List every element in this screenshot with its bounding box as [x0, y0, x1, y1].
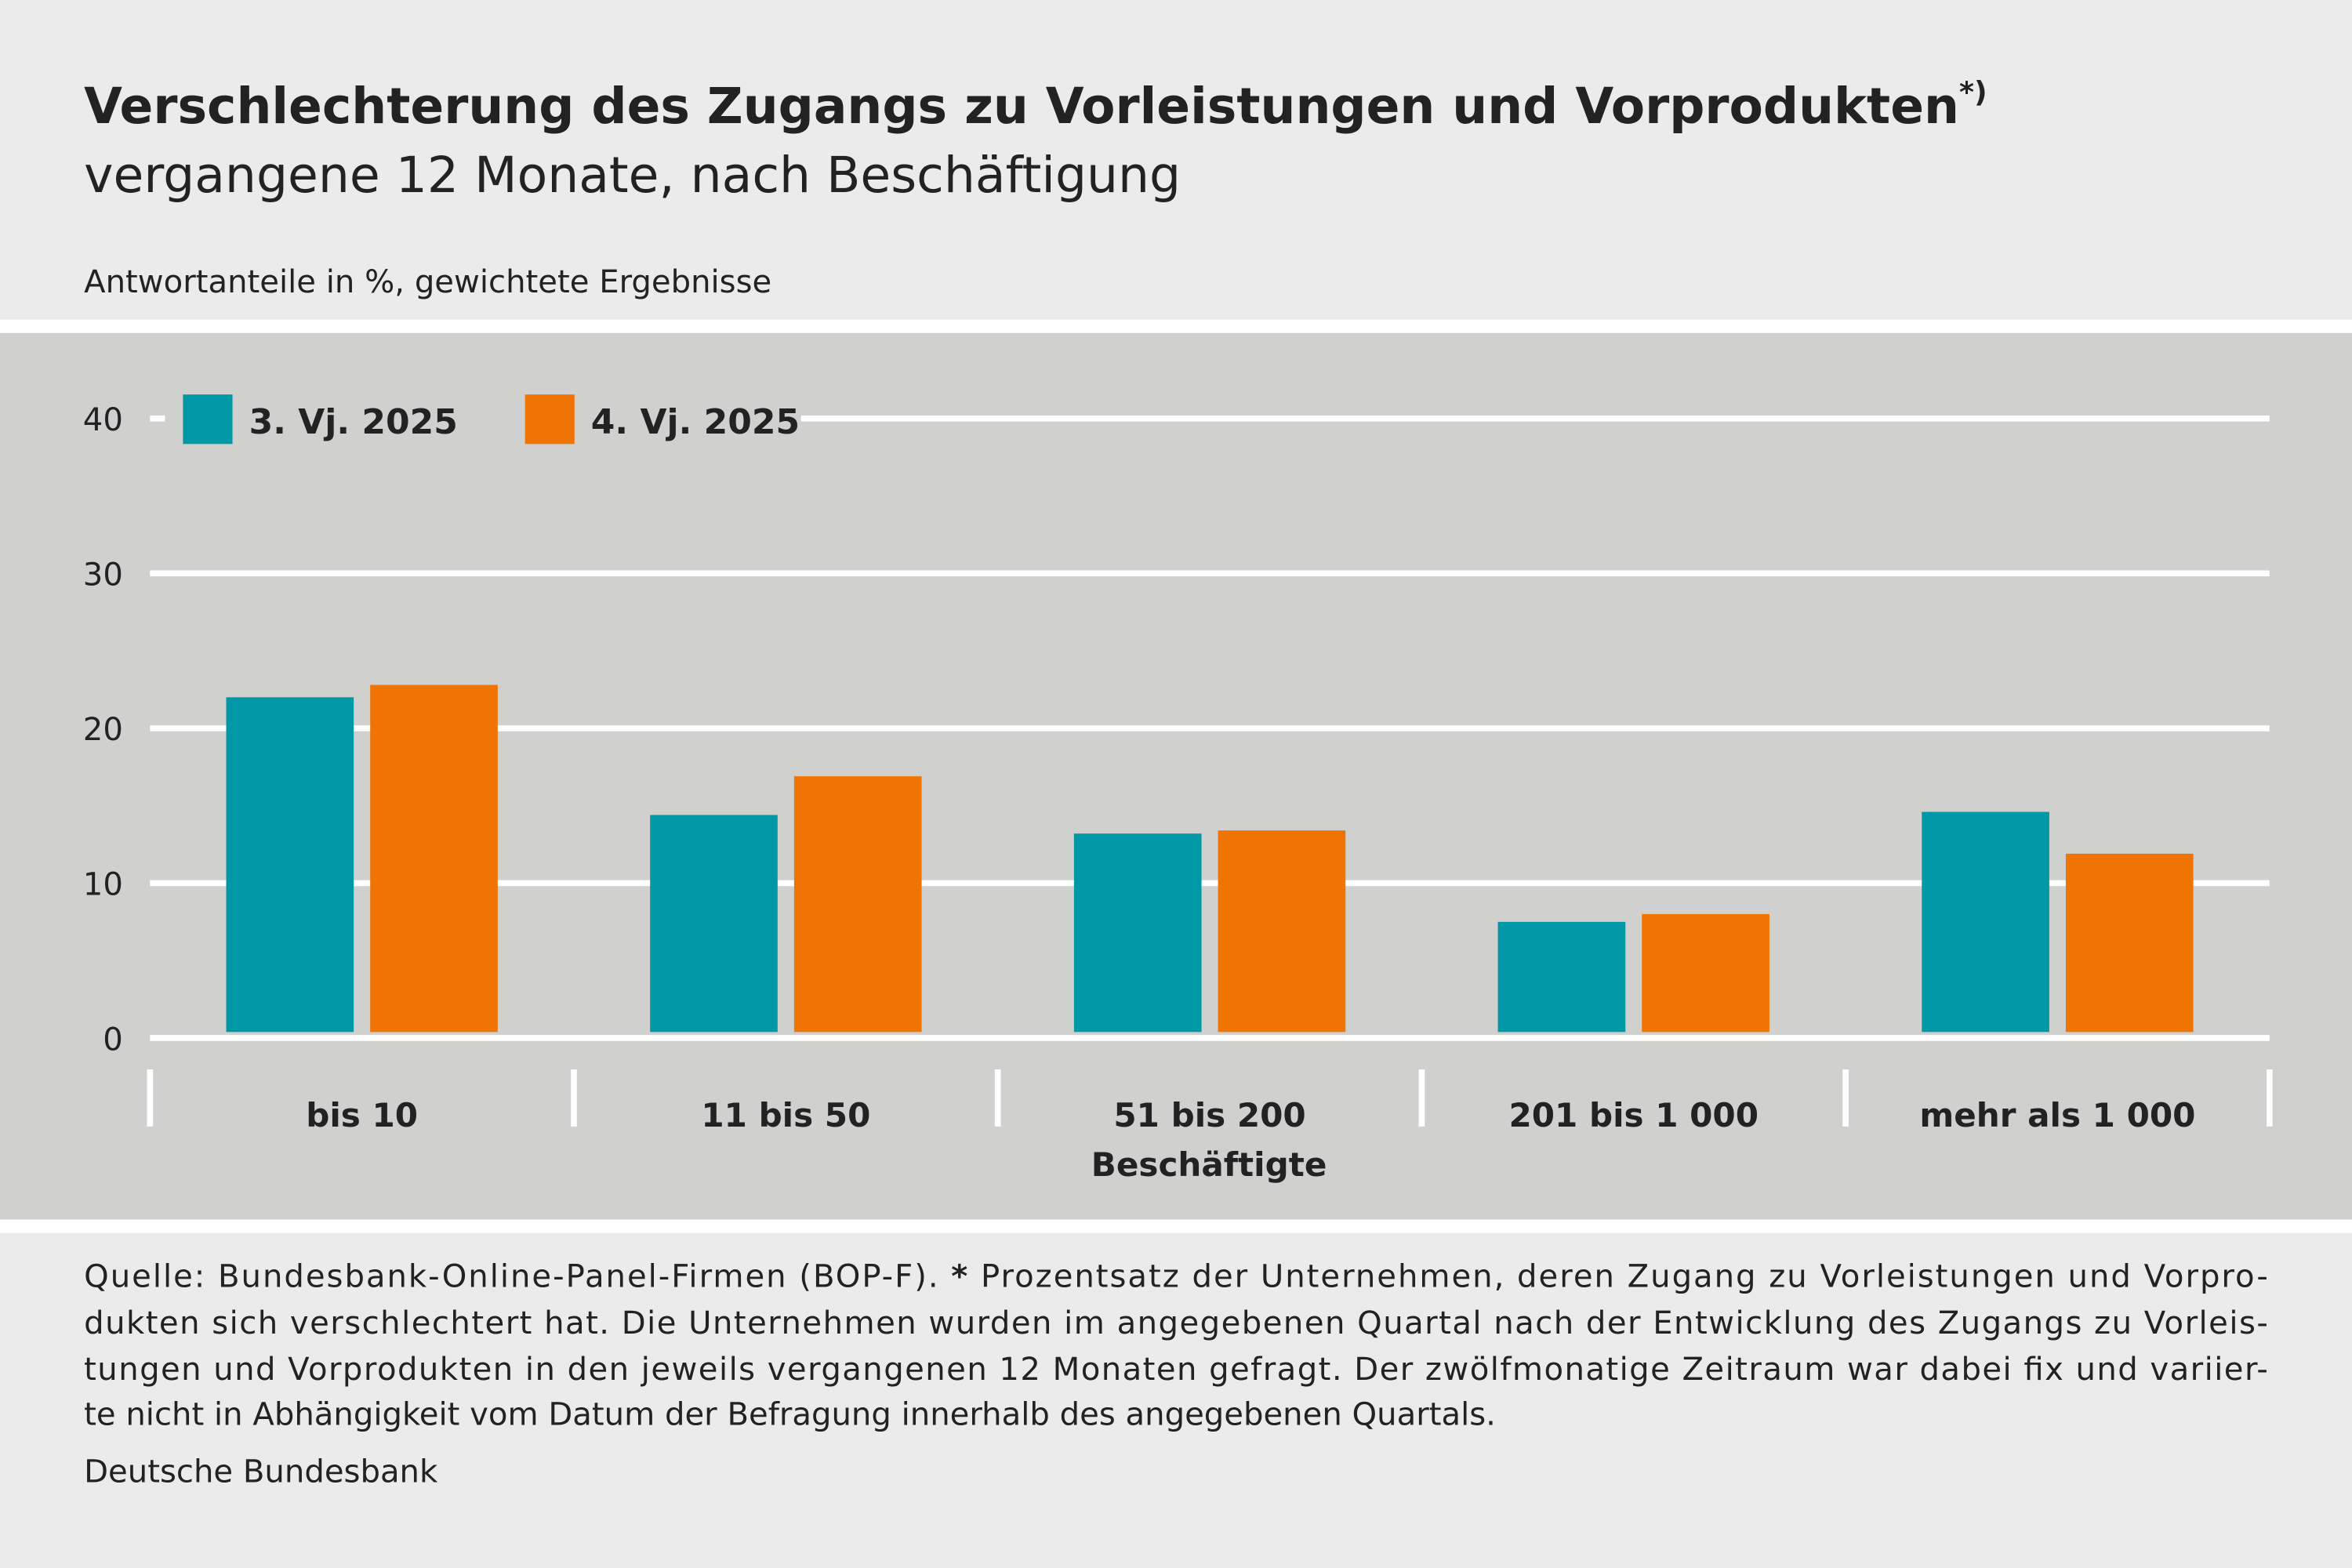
publisher: Deutsche Bundesbank [84, 1454, 438, 1490]
x-tick-label: 201 bis 1 000 [1508, 1096, 1758, 1134]
unit-label: Antwortanteile in %, gewichtete Ergebnis… [84, 264, 771, 300]
x-tick-label: bis 10 [306, 1096, 418, 1134]
y-tick-label: 30 [83, 557, 123, 593]
chart-title: Verschlechterung des Zugangs zu Vorleist… [84, 75, 1987, 135]
bar [793, 776, 922, 1033]
bar [370, 684, 498, 1033]
x-axis-label: Beschäftigte [1091, 1145, 1327, 1184]
footnote-line: dukten sich verschlechtert hat. Die Unte… [84, 1305, 2268, 1341]
x-tick-label: 51 bis 200 [1113, 1096, 1305, 1134]
title-text: Verschlechterung des Zugangs zu Vorleist… [84, 77, 1959, 135]
bar [1497, 921, 1626, 1033]
y-tick-label: 20 [83, 712, 123, 748]
x-tick-label: mehr als 1 000 [1919, 1096, 2195, 1134]
bar [1642, 913, 1769, 1033]
footnote-marker: * [951, 1259, 967, 1295]
bar [2065, 853, 2194, 1033]
bar [226, 697, 354, 1033]
legend-label: 3. Vj. 2025 [249, 402, 458, 442]
bar [1922, 811, 2049, 1033]
y-tick-label: 0 [103, 1022, 123, 1058]
footnote-line: te nicht in Abhängigkeit vom Datum der B… [84, 1397, 1496, 1433]
legend-background [165, 388, 801, 449]
x-tick-label: 11 bis 50 [701, 1096, 870, 1134]
source: Quelle: Bundesbank-Online-Panel-Firmen (… [84, 1259, 938, 1295]
title-note: *) [1959, 75, 1987, 109]
y-tick-label: 40 [83, 402, 123, 438]
footnote-text: Prozentsatz der Unternehmen, deren Zugan… [981, 1259, 2268, 1295]
legend-label: 4. Vj. 2025 [591, 402, 800, 442]
footnote-line: Quelle: Bundesbank-Online-Panel-Firmen (… [84, 1259, 2268, 1295]
legend-swatch [183, 394, 233, 445]
bar [1218, 830, 1346, 1033]
chart-subtitle: vergangene 12 Monate, nach Beschäftigung [84, 146, 1181, 204]
bar [1073, 833, 1202, 1033]
legend-swatch [524, 394, 575, 445]
bar [650, 815, 778, 1033]
y-tick-label: 10 [83, 867, 123, 903]
